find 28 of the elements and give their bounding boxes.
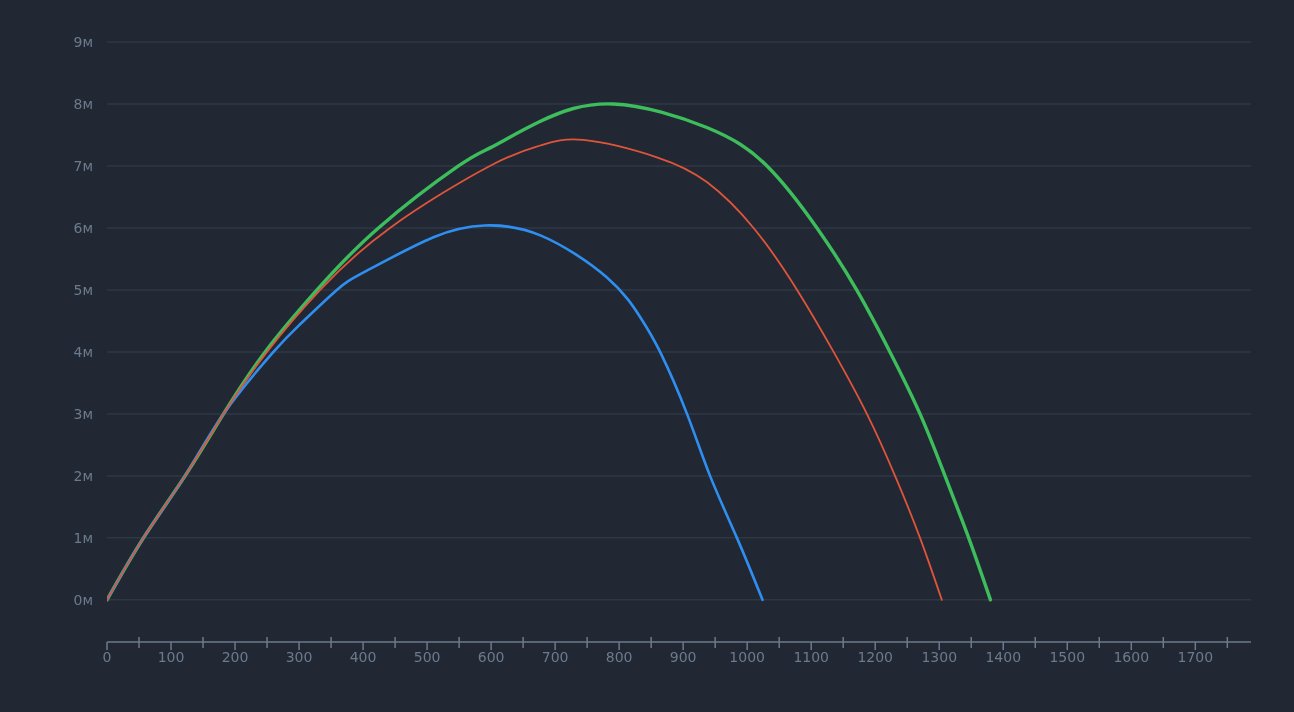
x-tick-label: 800 (605, 648, 633, 665)
x-tick-label: 1100 (793, 648, 830, 665)
x-tick-label: 900 (669, 648, 697, 665)
x-tick-label: 300 (285, 648, 313, 665)
y-tick-label: 9м (73, 33, 93, 50)
x-tick-label: 1600 (1113, 648, 1150, 665)
x-tick-label: 700 (541, 648, 569, 665)
x-tick-label: 600 (477, 648, 505, 665)
x-tick-label: 400 (349, 648, 377, 665)
y-tick-label: 2м (73, 467, 93, 484)
x-tick-label: 500 (413, 648, 441, 665)
y-tick-label: 4м (73, 343, 93, 360)
x-tick-label: 1500 (1049, 648, 1086, 665)
y-tick-label: 3м (73, 405, 93, 422)
x-tick-label: 1400 (985, 648, 1022, 665)
x-tick-label: 100 (157, 648, 185, 665)
x-tick-label: 200 (221, 648, 249, 665)
x-tick-label: 1700 (1177, 648, 1214, 665)
y-tick-label: 0м (73, 591, 93, 608)
y-tick-label: 6м (73, 219, 93, 236)
x-tick-label: 1200 (857, 648, 894, 665)
y-tick-label: 7м (73, 157, 93, 174)
y-tick-label: 8м (73, 95, 93, 112)
x-tick-label: 1000 (729, 648, 765, 665)
y-tick-label: 1м (73, 529, 93, 546)
x-tick-label: 1300 (921, 648, 958, 665)
x-tick-label: 0 (102, 648, 112, 665)
y-tick-label: 5м (73, 281, 93, 298)
